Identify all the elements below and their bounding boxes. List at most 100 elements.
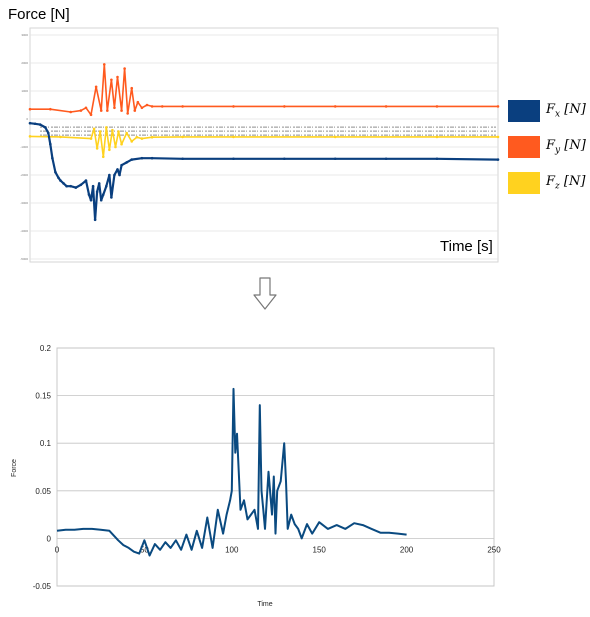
top-point-fz bbox=[92, 127, 96, 131]
legend-label-fz: Fz [N] bbox=[546, 174, 586, 192]
bottom-y-tick-label: 0.1 bbox=[40, 439, 52, 448]
top-point-fy bbox=[140, 106, 144, 110]
legend-swatch-fx bbox=[508, 100, 540, 122]
top-x-axis-title: Time [s] bbox=[440, 238, 493, 255]
top-point-fz bbox=[111, 128, 114, 132]
top-y-tick-label: -3000 bbox=[20, 201, 28, 205]
top-chart-y-axis-title: Force [N] bbox=[8, 6, 70, 23]
top-point-fx bbox=[93, 218, 97, 222]
bottom-series-line bbox=[56, 387, 407, 557]
top-point-fy bbox=[113, 106, 116, 110]
top-point-fz bbox=[117, 130, 120, 133]
top-y-tick-labels: 3000 2000 1000 0 -1000 -2000 -3000 -4000 -5000 bbox=[20, 33, 28, 261]
top-point-fy bbox=[145, 103, 149, 107]
legend-item-fy: Fy [N] bbox=[508, 136, 586, 158]
top-point-fy bbox=[435, 105, 439, 108]
top-point-fy bbox=[84, 106, 88, 110]
top-point-fx bbox=[496, 158, 500, 161]
top-point-fy bbox=[126, 112, 129, 115]
top-point-fz bbox=[135, 135, 139, 139]
top-point-fz bbox=[108, 148, 111, 152]
bottom-x-tick-label: 200 bbox=[400, 545, 414, 554]
top-point-fx bbox=[87, 193, 91, 196]
bottom-y-tick-label: 0.15 bbox=[35, 392, 51, 401]
top-point-fz bbox=[130, 140, 134, 143]
top-point-fx bbox=[49, 142, 52, 146]
top-point-fx bbox=[95, 190, 99, 194]
top-point-fz bbox=[101, 155, 105, 159]
top-point-fz bbox=[95, 147, 99, 150]
top-point-fy bbox=[160, 105, 164, 108]
top-point-fx bbox=[38, 123, 42, 126]
top-point-fz bbox=[105, 126, 108, 129]
top-point-fx bbox=[84, 179, 88, 182]
bottom-x-tick-label: 100 bbox=[225, 545, 239, 554]
top-point-fx bbox=[43, 126, 47, 129]
top-point-fy bbox=[283, 105, 286, 108]
top-point-fz bbox=[150, 135, 154, 139]
top-series-group bbox=[28, 63, 500, 222]
top-point-fy bbox=[150, 105, 154, 108]
bottom-y-tick-label: -0.05 bbox=[33, 582, 52, 591]
top-point-fy bbox=[110, 78, 113, 82]
top-point-fy bbox=[181, 105, 184, 108]
top-point-fy bbox=[79, 109, 83, 112]
top-point-fx bbox=[130, 158, 134, 161]
top-point-fx bbox=[181, 157, 184, 161]
top-point-fz bbox=[89, 137, 93, 140]
top-y-tick-label: 0 bbox=[26, 117, 28, 121]
top-point-fx bbox=[384, 157, 388, 161]
top-point-fy bbox=[106, 109, 109, 112]
top-point-fz bbox=[333, 135, 337, 139]
top-point-fx bbox=[435, 157, 439, 161]
top-point-fy bbox=[49, 107, 52, 111]
top-series-line-fy bbox=[30, 63, 498, 116]
top-point-fz bbox=[435, 135, 439, 139]
top-point-fx bbox=[69, 184, 72, 188]
top-point-fz bbox=[125, 131, 128, 135]
top-point-fx bbox=[108, 173, 111, 177]
top-point-fx bbox=[51, 156, 54, 160]
top-chart-legend: Fx [N] Fy [N] Fz [N] bbox=[508, 100, 586, 208]
top-point-fx bbox=[28, 121, 32, 125]
top-point-fy bbox=[116, 75, 119, 79]
top-point-fy bbox=[123, 67, 126, 70]
legend-swatch-fz bbox=[508, 172, 540, 194]
top-point-fz bbox=[140, 137, 144, 140]
top-point-fx bbox=[65, 184, 68, 188]
legend-item-fx: Fx [N] bbox=[508, 100, 586, 122]
bottom-x-axis-title: Time bbox=[257, 601, 272, 608]
top-point-fy bbox=[333, 105, 337, 108]
top-y-tick-label: -5000 bbox=[20, 257, 28, 261]
top-point-fz bbox=[114, 145, 117, 149]
top-point-fz bbox=[98, 130, 102, 133]
top-point-fx bbox=[333, 157, 337, 161]
top-data-label-noise bbox=[40, 126, 496, 136]
top-point-fx bbox=[140, 156, 144, 160]
top-point-fy bbox=[102, 63, 106, 66]
top-point-fx bbox=[89, 198, 93, 202]
top-y-tick-label: 2000 bbox=[21, 61, 28, 65]
top-point-fx bbox=[120, 163, 123, 167]
top-gridlines bbox=[30, 34, 498, 260]
top-series-line-fx bbox=[29, 122, 499, 221]
top-point-fx bbox=[116, 168, 119, 171]
top-point-fx bbox=[97, 182, 101, 185]
bottom-gridlines bbox=[57, 347, 494, 587]
top-point-fx bbox=[79, 183, 83, 187]
bottom-y-tick-label: 0 bbox=[47, 534, 52, 543]
top-point-fx bbox=[113, 173, 116, 177]
top-point-fx bbox=[105, 184, 108, 188]
bottom-x-tick-label: 0 bbox=[55, 545, 60, 554]
top-point-fy bbox=[232, 105, 235, 108]
bottom-x-tick-labels: 0 50 100 150 200 250 bbox=[55, 545, 501, 554]
bottom-y-tick-labels: 0.2 0.15 0.1 0.05 0 -0.05 bbox=[33, 344, 52, 591]
top-point-fz bbox=[496, 135, 500, 139]
top-y-tick-label: -4000 bbox=[20, 229, 28, 233]
top-point-fz bbox=[59, 135, 62, 139]
legend-item-fz: Fz [N] bbox=[508, 172, 586, 194]
bottom-series-group bbox=[56, 387, 407, 557]
top-point-fy bbox=[94, 85, 98, 89]
down-arrow-icon bbox=[253, 277, 277, 310]
top-point-fy bbox=[133, 109, 137, 112]
